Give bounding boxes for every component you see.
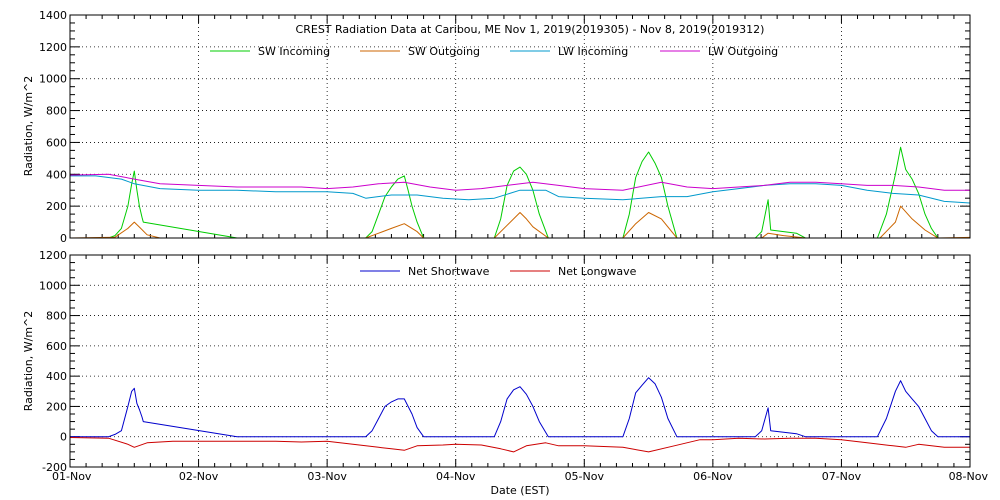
y-tick-label: 200 (46, 400, 67, 413)
y-tick-label: 1000 (39, 279, 67, 292)
net-longwave-line (70, 437, 970, 453)
x-tick-label: 04-Nov (436, 470, 476, 483)
top-ticks (69, 14, 971, 239)
bottom-y-tick-labels: -200 0 200 400 600 800 1000 1200 (39, 249, 67, 474)
bottom-grid (70, 255, 970, 467)
y-tick-label: -200 (42, 461, 67, 474)
y-tick-label: 0 (60, 232, 67, 245)
top-y-axis-label: Radiation, W/m^2 (22, 76, 35, 177)
sw-outgoing-line (70, 205, 970, 238)
y-tick-label: 1200 (39, 249, 67, 262)
bottom-y-axis-label: Radiation, W/m^2 (22, 311, 35, 412)
y-tick-label: 400 (46, 168, 67, 181)
top-y-tick-labels: 0 200 400 600 800 1000 1200 1400 (39, 9, 67, 245)
y-tick-label: 600 (46, 340, 67, 353)
top-series (70, 146, 970, 238)
lw-incoming-line (70, 175, 970, 204)
net-shortwave-line (70, 377, 970, 438)
y-tick-label: 1200 (39, 41, 67, 54)
bottom-series (70, 377, 970, 453)
top-plot-frame (69, 14, 971, 239)
y-tick-label: 0 (60, 431, 67, 444)
top-legend: SW Incoming SW Outgoing LW Incoming LW Outg… (210, 45, 778, 58)
lw-outgoing-legend-label: LW Outgoing (708, 45, 778, 58)
y-tick-label: 200 (46, 200, 67, 213)
y-tick-label: 1000 (39, 73, 67, 86)
x-tick-label: 01-Nov (52, 470, 92, 483)
x-tick-label: 08-Nov (949, 470, 989, 483)
top-panel: CREST Radiation Data at Caribou, ME Nov … (22, 9, 971, 245)
sw-incoming-legend-label: SW Incoming (258, 45, 330, 58)
lw-outgoing-line (70, 173, 970, 191)
x-tick-label: 07-Nov (822, 470, 862, 483)
bottom-panel: Net Shortwave Net Longwave Radiation, W/m… (22, 249, 971, 474)
net-shortwave-legend-label: Net Shortwave (408, 265, 490, 278)
bottom-legend: Net Shortwave Net Longwave (360, 265, 637, 278)
x-tick-label: 06-Nov (693, 470, 733, 483)
y-tick-label: 800 (46, 310, 67, 323)
x-axis-label: Date (EST) (490, 484, 549, 497)
y-tick-label: 800 (46, 105, 67, 118)
y-tick-label: 400 (46, 370, 67, 383)
chart-title: CREST Radiation Data at Caribou, ME Nov … (296, 23, 765, 36)
y-tick-label: 1400 (39, 9, 67, 22)
bottom-plot-frame (69, 254, 971, 468)
x-tick-labels: 01-Nov 02-Nov 03-Nov 04-Nov 05-Nov 06-Nov 07-N… (52, 470, 988, 483)
net-longwave-legend-label: Net Longwave (558, 265, 637, 278)
sw-outgoing-legend-label: SW Outgoing (408, 45, 480, 58)
sw-incoming-line (70, 146, 970, 238)
x-tick-label: 02-Nov (179, 470, 219, 483)
y-tick-label: 600 (46, 136, 67, 149)
lw-incoming-legend-label: LW Incoming (558, 45, 628, 58)
x-tick-label: 05-Nov (565, 470, 605, 483)
x-tick-label: 03-Nov (307, 470, 347, 483)
